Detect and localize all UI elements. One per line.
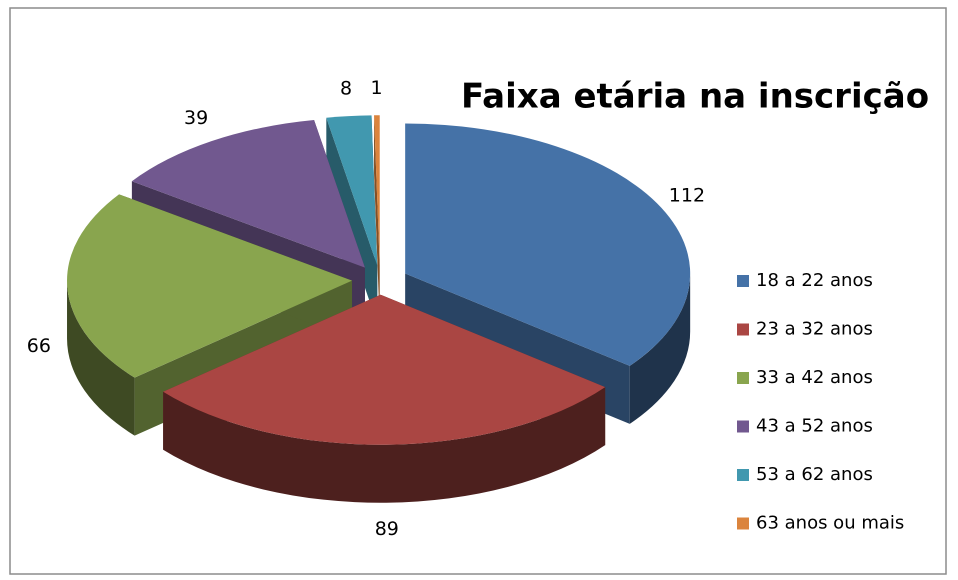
- legend-label: 53 a 62 anos: [756, 464, 873, 485]
- legend-swatch: [737, 275, 749, 287]
- legend-label: 63 anos ou mais: [756, 513, 904, 534]
- slice-top: [326, 115, 378, 266]
- pie-slice: [374, 115, 380, 324]
- slice-top: [374, 115, 380, 266]
- slice-outer-wall: [163, 387, 606, 503]
- legend-swatch: [737, 323, 749, 336]
- data-label: 8: [340, 78, 352, 100]
- data-label: 1: [371, 77, 383, 99]
- legend-swatch: [737, 517, 749, 530]
- legend-swatch: [737, 469, 749, 481]
- slice-outer-wall: [629, 273, 691, 424]
- slice-outer-wall: [67, 280, 135, 436]
- slice-top: [163, 294, 606, 445]
- legend-swatch: [737, 372, 749, 384]
- legend-label: 18 a 22 anos: [756, 270, 873, 291]
- data-label: 66: [27, 335, 51, 357]
- slice-top: [67, 194, 353, 378]
- data-label: 89: [375, 518, 399, 540]
- data-label: 112: [669, 184, 705, 206]
- slice-top: [405, 123, 691, 366]
- legend-label: 33 a 42 anos: [756, 367, 873, 388]
- slice-top: [131, 119, 365, 268]
- slice-radial-wall: [374, 115, 380, 324]
- legend-label: 23 a 32 anos: [756, 319, 873, 340]
- legend-swatch: [737, 420, 749, 433]
- pie-slice: [163, 294, 606, 503]
- chart-title: Faixa etária na inscrição: [461, 77, 929, 117]
- data-label: 39: [184, 107, 208, 129]
- legend-label: 43 a 52 anos: [756, 416, 873, 437]
